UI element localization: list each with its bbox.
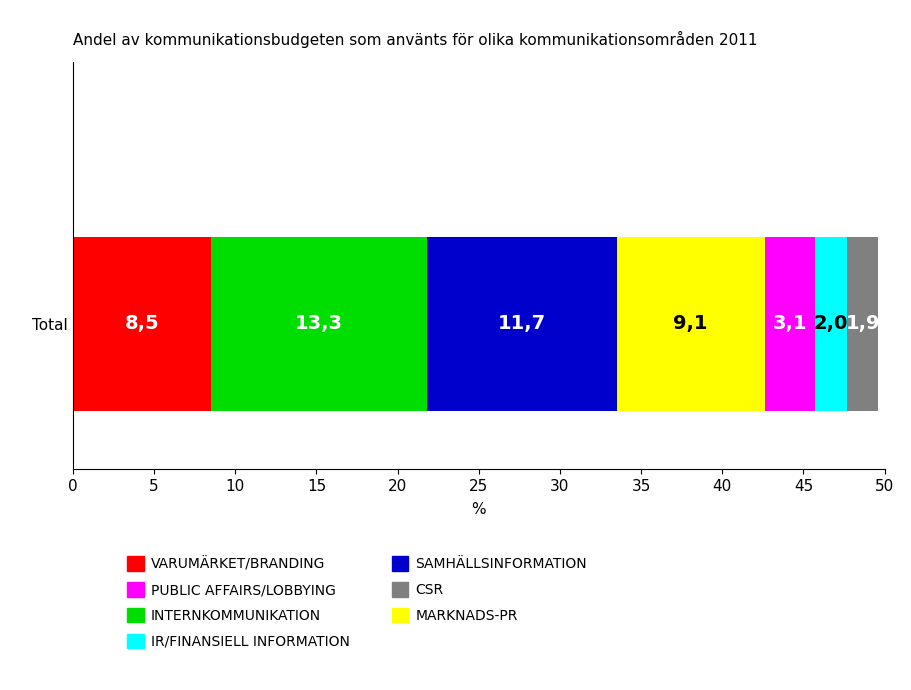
Text: 9,1: 9,1 <box>672 315 707 333</box>
Bar <box>73 237 210 411</box>
X-axis label: %: % <box>471 502 486 518</box>
Text: 2,0: 2,0 <box>813 315 847 333</box>
Bar <box>210 237 426 411</box>
Text: Andel av kommunikationsbudgeten som använts för olika kommunikationsområden 2011: Andel av kommunikationsbudgeten som anvä… <box>73 32 757 48</box>
Text: 3,1: 3,1 <box>772 315 806 333</box>
Bar <box>426 237 616 411</box>
Bar <box>814 237 846 411</box>
Bar <box>763 237 814 411</box>
Text: 13,3: 13,3 <box>294 315 343 333</box>
Bar <box>846 237 877 411</box>
Text: 11,7: 11,7 <box>497 315 546 333</box>
Legend: VARUMÄRKET/BRANDING, PUBLIC AFFAIRS/LOBBYING, INTERNKOMMUNIKATION, IR/FINANSIELL: VARUMÄRKET/BRANDING, PUBLIC AFFAIRS/LOBB… <box>120 549 593 656</box>
Text: 8,5: 8,5 <box>125 315 159 333</box>
Bar <box>616 237 763 411</box>
Text: 1,9: 1,9 <box>844 315 879 333</box>
